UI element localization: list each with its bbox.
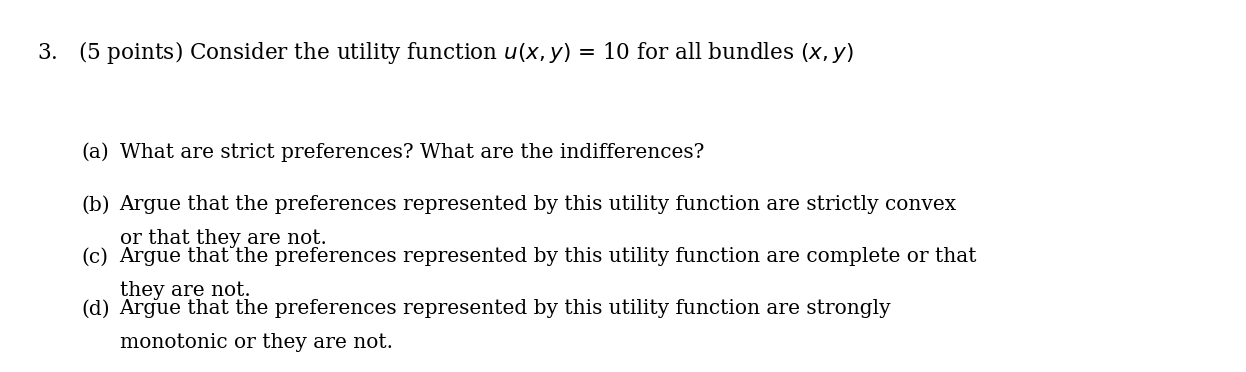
Text: 3.   (5 points) Consider the utility function $u(x, y)$ = 10 for all bundles $(x: 3. (5 points) Consider the utility funct… bbox=[37, 39, 855, 66]
Text: Argue that the preferences represented by this utility function are strongly: Argue that the preferences represented b… bbox=[120, 299, 891, 318]
Text: What are strict preferences? What are the indifferences?: What are strict preferences? What are th… bbox=[120, 143, 704, 162]
Text: they are not.: they are not. bbox=[120, 281, 250, 300]
Text: (b): (b) bbox=[81, 195, 110, 214]
Text: (c): (c) bbox=[81, 247, 108, 266]
Text: Argue that the preferences represented by this utility function are complete or : Argue that the preferences represented b… bbox=[120, 247, 977, 266]
Text: monotonic or they are not.: monotonic or they are not. bbox=[120, 333, 392, 352]
Text: Argue that the preferences represented by this utility function are strictly con: Argue that the preferences represented b… bbox=[120, 195, 957, 214]
Text: (a): (a) bbox=[81, 143, 108, 162]
Text: or that they are not.: or that they are not. bbox=[120, 229, 326, 248]
Text: (d): (d) bbox=[81, 299, 110, 318]
